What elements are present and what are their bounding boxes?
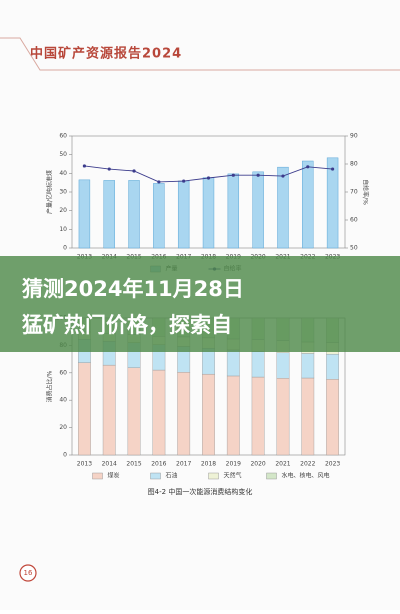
legend-label: 煤炭 — [108, 472, 120, 480]
line-point — [281, 174, 285, 178]
legend-swatch — [150, 472, 161, 480]
bar-segment — [301, 377, 315, 456]
bar — [277, 166, 289, 249]
page-number: 16 — [24, 569, 33, 577]
line-point — [330, 167, 335, 171]
line-point — [256, 173, 260, 177]
bar-segment — [226, 349, 240, 377]
line-point — [132, 169, 136, 173]
header-title: 中国矿产资源报告2024 — [30, 46, 182, 62]
legend-label: 石油 — [166, 472, 178, 480]
y2-tick-label: 50 — [350, 245, 358, 252]
x-tick-label: 2022 — [300, 461, 315, 468]
y-tick-label: 40 — [59, 397, 67, 404]
bar — [103, 180, 115, 249]
y-tick-label: 0 — [63, 452, 67, 459]
line-point — [306, 165, 310, 169]
bar-segment — [202, 348, 215, 375]
bar-segment — [127, 367, 141, 456]
line-point — [182, 179, 186, 183]
y2-tick-label: 90 — [350, 133, 358, 140]
banner-line: 猛矿热门价格，探索自 — [21, 313, 232, 337]
header-rule — [0, 37, 400, 71]
bar-segment — [251, 351, 265, 378]
figure-caption: 图4-2 中国一次能源消费结构变化 — [148, 487, 253, 496]
bar — [153, 183, 165, 249]
bar-segment — [202, 373, 215, 456]
y2-tick-label: 70 — [350, 189, 358, 196]
line-point — [231, 173, 235, 177]
banner-line: 猜测2024年11月28日 — [21, 277, 244, 301]
y-tick-label: 0 — [63, 245, 67, 252]
line-point — [82, 164, 87, 168]
legend-label: 天然气 — [224, 472, 242, 480]
bar-segment — [326, 379, 339, 456]
y-axis-label: 产量/亿吨标准煤 — [46, 170, 54, 214]
bar-segment — [276, 378, 290, 456]
bar-segment — [78, 362, 91, 456]
bar — [252, 171, 264, 249]
y2-axis-label: 自给率/% — [362, 179, 370, 205]
bar-segment — [301, 353, 315, 379]
x-tick-label: 2013 — [77, 461, 92, 468]
legend-swatch — [208, 472, 219, 480]
line-point — [107, 167, 111, 171]
bar — [128, 180, 140, 249]
y-tick-label: 40 — [59, 170, 67, 177]
x-tick-label: 2014 — [102, 461, 117, 468]
y-tick-label: 20 — [59, 207, 67, 214]
y-tick-label: 50 — [59, 151, 67, 158]
y-tick-label: 30 — [59, 189, 67, 196]
y2-tick-label: 80 — [350, 161, 358, 168]
bar-segment — [226, 375, 240, 456]
legend-label: 水电、核电、风电 — [282, 472, 330, 480]
bar — [78, 179, 91, 249]
y2-tick-label: 60 — [350, 217, 358, 224]
y-tick-label: 10 — [59, 226, 67, 233]
x-tick-label: 2021 — [275, 461, 290, 468]
line-point — [206, 176, 211, 180]
y-tick-label: 60 — [59, 133, 67, 140]
bar — [326, 157, 339, 249]
y-axis-label: 消费占比/% — [46, 370, 54, 402]
page-badge — [19, 564, 37, 582]
legend-swatch — [92, 472, 103, 480]
bar — [227, 173, 240, 249]
x-tick-label: 2017 — [176, 461, 191, 468]
banner — [0, 256, 400, 352]
x-tick-label: 2023 — [325, 461, 340, 468]
bar-segment — [152, 369, 166, 456]
bar — [302, 160, 314, 249]
bar-segment — [102, 364, 116, 456]
bar-segment — [276, 352, 290, 379]
y-tick-label: 20 — [59, 424, 67, 431]
y-tick-label: 60 — [59, 369, 67, 376]
line-point — [157, 180, 161, 184]
x-tick-label: 2015 — [126, 461, 141, 468]
bar — [202, 177, 215, 249]
bar — [177, 180, 190, 249]
bar-segment — [251, 376, 265, 456]
x-tick-label: 2019 — [226, 461, 241, 468]
x-tick-label: 2018 — [201, 461, 216, 468]
bar-segment — [177, 372, 191, 456]
legend-swatch — [266, 472, 277, 480]
x-tick-label: 2016 — [151, 461, 166, 468]
x-tick-label: 2020 — [250, 461, 265, 468]
bar-segment — [326, 353, 339, 380]
